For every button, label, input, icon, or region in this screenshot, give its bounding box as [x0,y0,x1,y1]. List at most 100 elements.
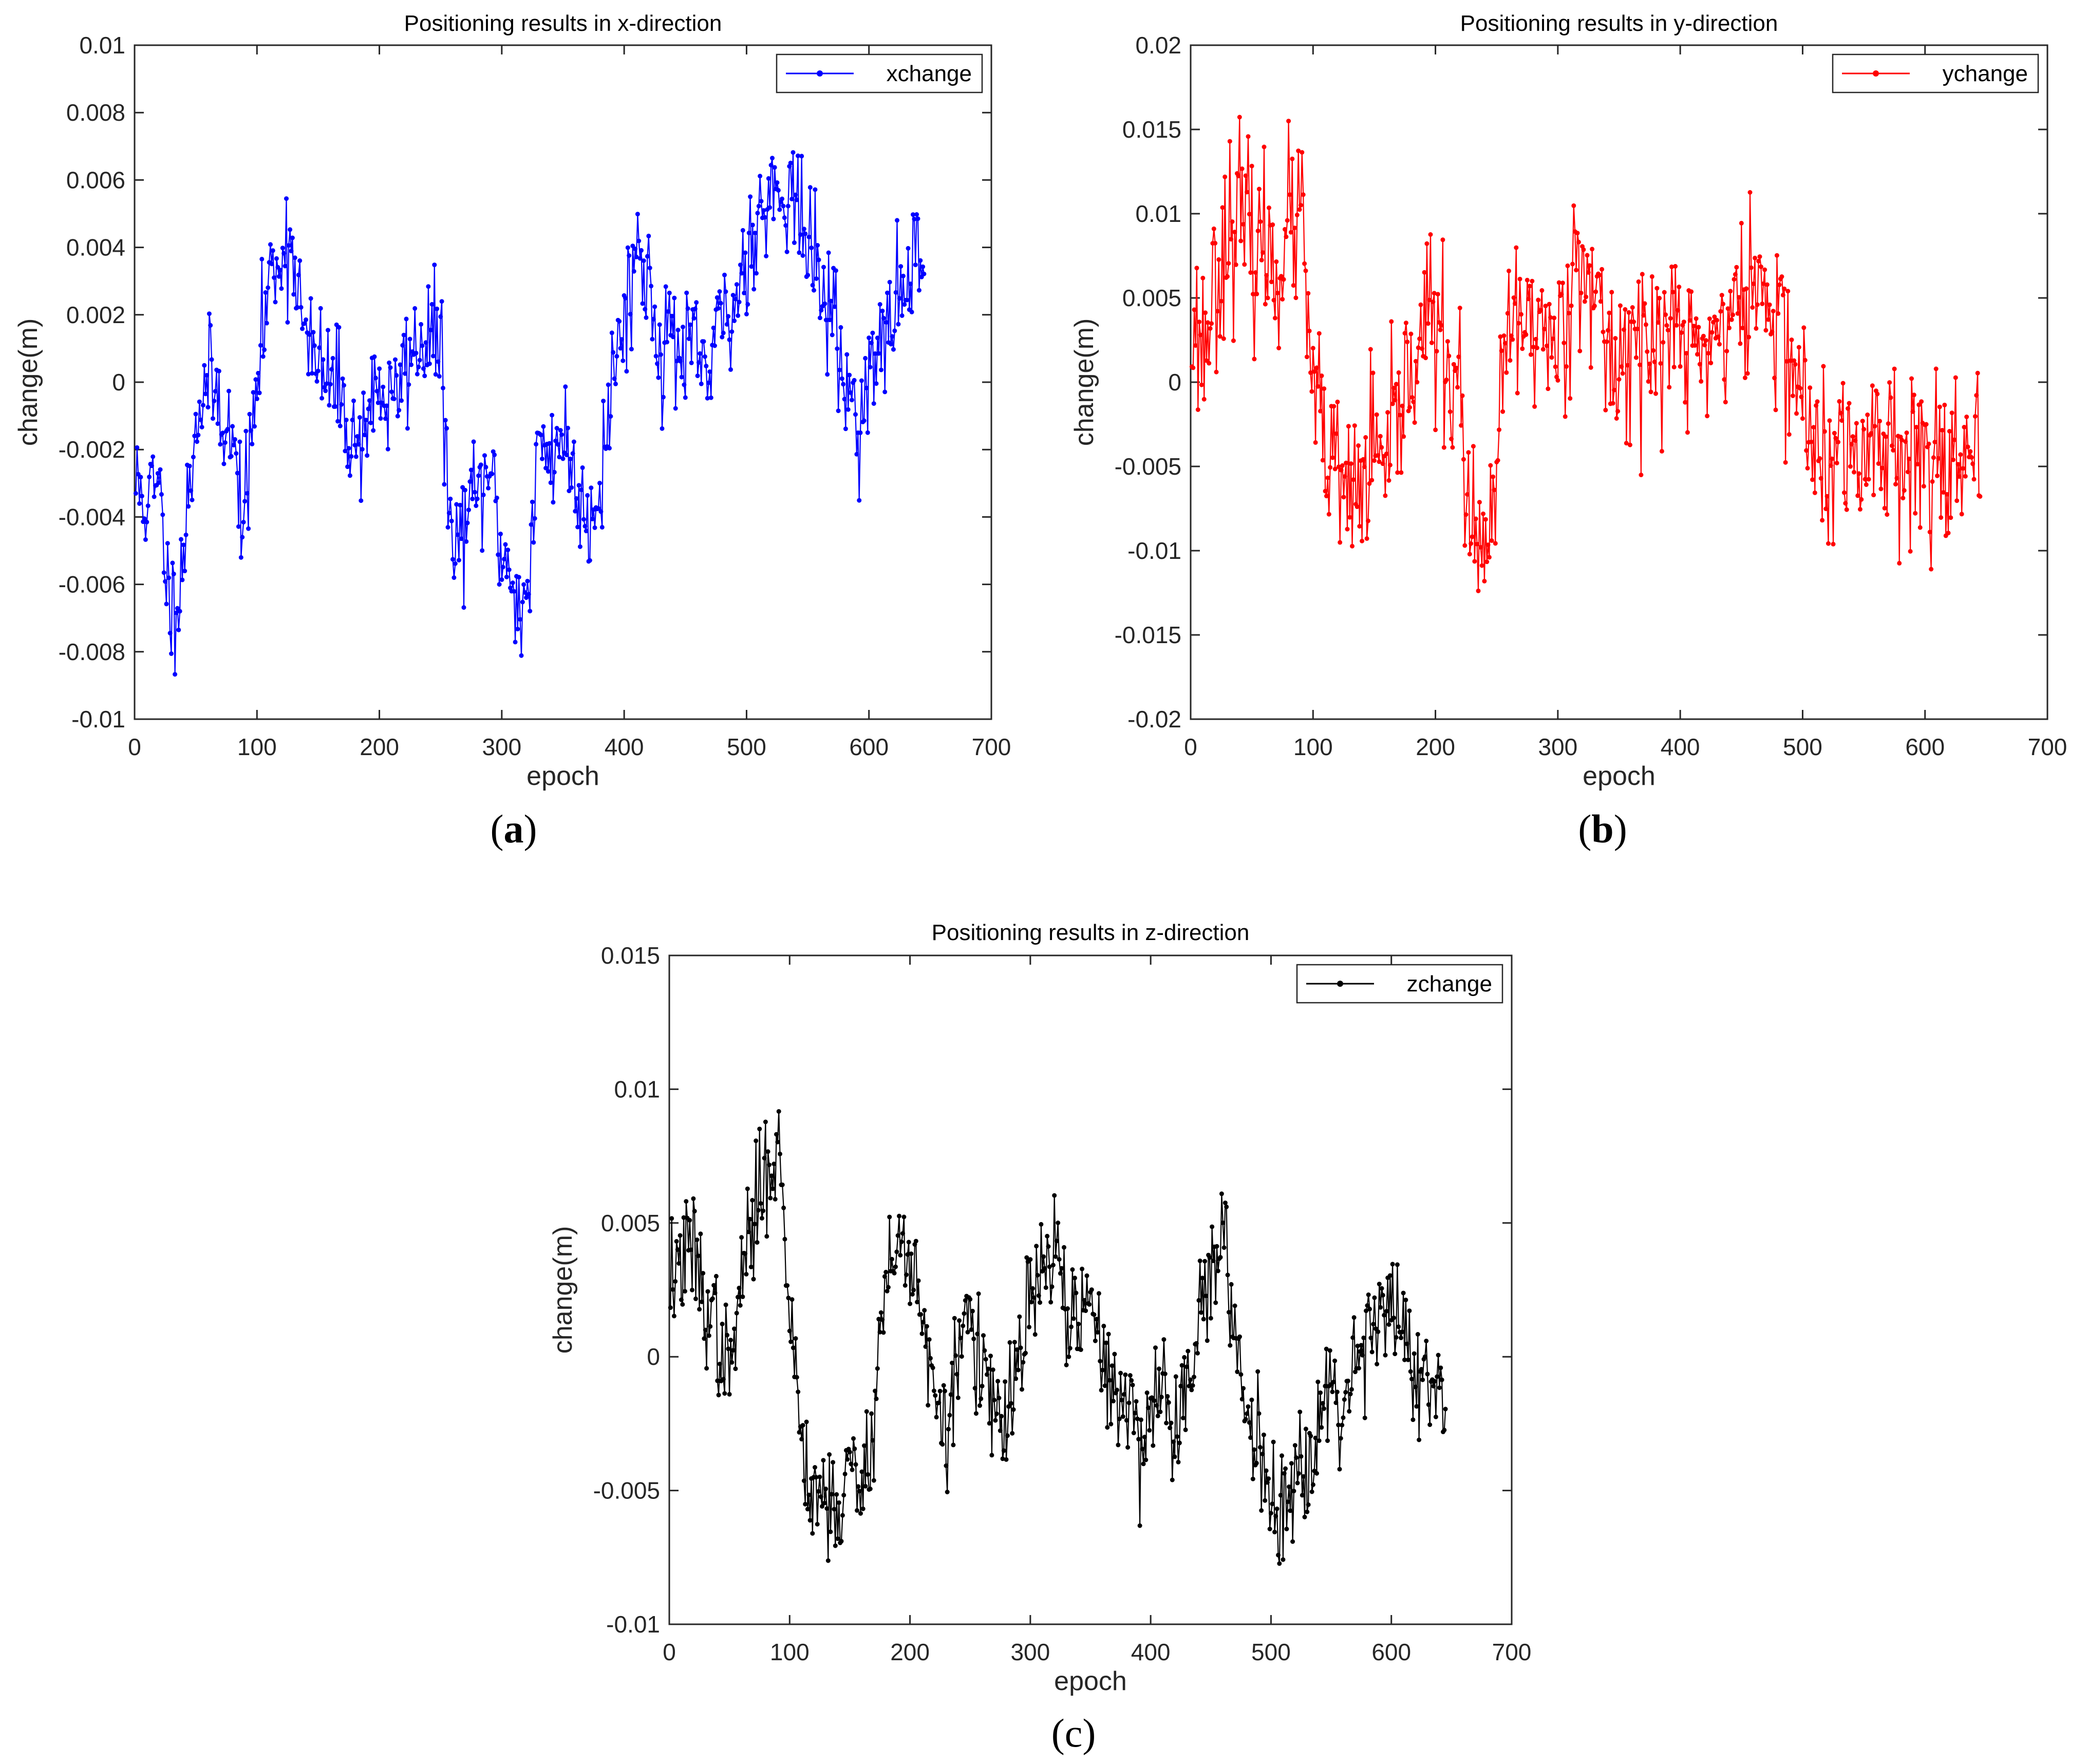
data-point [1639,473,1644,477]
data-point [707,369,712,374]
data-point [979,1396,984,1401]
data-point [755,1240,760,1245]
data-point [1838,410,1843,416]
data-point [627,253,632,258]
data-point [1250,1476,1255,1481]
data-point [1721,302,1725,307]
data-point [351,398,356,403]
data-point [498,531,503,536]
data-point [406,382,411,387]
data-point [269,261,274,267]
data-point [1315,384,1321,389]
data-point [1882,505,1887,511]
data-point [1067,1346,1073,1351]
data-point [1809,439,1814,444]
y-tick-label: 0.01 [614,1076,660,1102]
data-point [684,290,689,295]
data-point [1431,1384,1436,1388]
data-point [1687,318,1692,323]
data-point [1211,1259,1216,1263]
data-point [1245,190,1250,195]
data-point [896,322,901,327]
data-point [1239,166,1245,171]
y-tick-label: -0.02 [1127,706,1181,733]
data-point [1500,409,1506,414]
data-point [1070,1267,1075,1272]
data-point [910,1292,915,1297]
data-point [512,589,517,594]
data-point [300,326,305,331]
data-point [1701,333,1706,339]
data-point [333,404,338,409]
data-point [155,471,160,476]
data-point [1663,312,1668,317]
data-point [1294,1455,1299,1460]
data-point [558,428,563,433]
data-point [1252,1447,1257,1452]
data-point [1224,1204,1229,1209]
data-point [1228,1343,1233,1348]
data-point [822,1500,827,1506]
data-point [1762,267,1767,272]
data-point [702,354,707,359]
data-point [1140,1447,1145,1452]
data-point [270,248,275,253]
data-point [1504,370,1509,375]
data-point [1805,465,1810,471]
data-point [247,411,252,417]
data-point [296,272,301,277]
data-point [1165,1394,1170,1399]
data-point [143,537,148,542]
data-point [1689,289,1694,294]
data-point [1187,1383,1192,1388]
data-point [711,325,716,330]
data-point [1291,283,1296,288]
data-point [497,582,502,587]
data-point [1041,1254,1046,1259]
data-point [807,185,813,190]
data-point [763,1119,768,1124]
data-point [922,1308,927,1313]
data-point [256,370,261,376]
data-point [986,1366,991,1372]
data-point [799,154,804,159]
data-point [871,401,876,406]
data-point [1402,331,1407,336]
data-point [655,361,660,366]
data-point [1681,320,1686,325]
data-point [1318,1390,1323,1395]
data-point [789,1297,795,1302]
data-point [911,212,915,217]
data-point [1683,400,1688,405]
data-point [983,1357,988,1362]
data-point [1192,1375,1196,1379]
data-point [1511,295,1516,300]
data-point [416,364,421,369]
data-point [1864,482,1869,487]
data-point [1111,1399,1116,1403]
data-point [909,1251,914,1256]
x-tick-label: 700 [2028,734,2067,760]
data-point [315,368,321,373]
data-point [806,1492,812,1497]
data-point [900,273,906,278]
data-point [238,555,243,560]
data-point [797,250,802,255]
data-point [147,474,152,479]
data-point [362,433,367,438]
data-point [1210,1224,1215,1229]
data-point [876,351,881,356]
data-point [1431,299,1436,305]
data-point [1450,445,1455,450]
data-point [873,351,878,356]
y-tick-label: -0.01 [606,1611,660,1638]
data-point [1125,1445,1131,1450]
data-point [1199,1310,1203,1315]
data-point [740,228,745,233]
data-point [1332,1358,1338,1363]
data-point [934,1415,939,1420]
data-point [1119,1398,1124,1402]
data-point [995,1379,1001,1384]
data-point [1335,399,1340,404]
data-point [530,499,535,504]
